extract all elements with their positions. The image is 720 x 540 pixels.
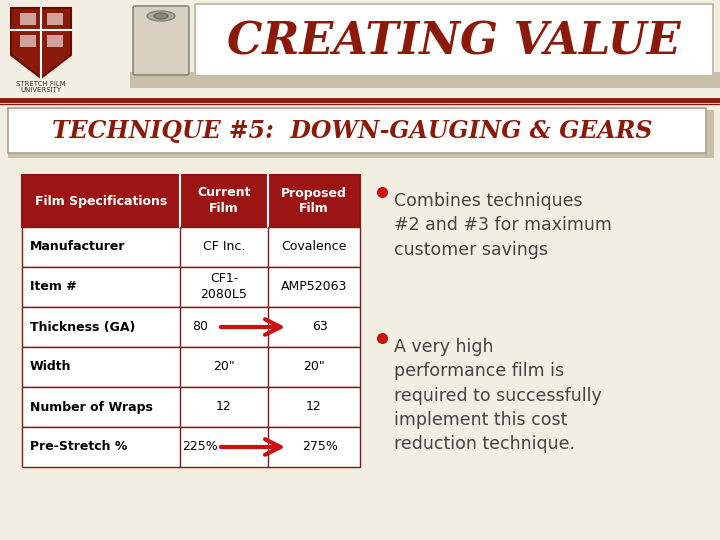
Text: 12: 12 [216, 401, 232, 414]
FancyBboxPatch shape [47, 35, 63, 47]
Text: 12: 12 [306, 401, 322, 414]
Text: AMP52063: AMP52063 [281, 280, 347, 294]
Text: CREATING VALUE: CREATING VALUE [228, 21, 680, 64]
FancyBboxPatch shape [133, 6, 189, 75]
FancyBboxPatch shape [47, 13, 63, 25]
Text: 225%: 225% [182, 441, 218, 454]
Ellipse shape [147, 11, 175, 21]
Text: Width: Width [30, 361, 71, 374]
Text: CF1-
2080L5: CF1- 2080L5 [201, 273, 248, 301]
Text: 20": 20" [303, 361, 325, 374]
FancyBboxPatch shape [130, 72, 720, 88]
Text: STRETCH FILM
UNIVERSITY: STRETCH FILM UNIVERSITY [16, 80, 66, 93]
Text: Current
Film: Current Film [197, 186, 251, 215]
Text: Proposed
Film: Proposed Film [281, 186, 347, 215]
FancyBboxPatch shape [22, 227, 360, 267]
Text: Thickness (GA): Thickness (GA) [30, 321, 135, 334]
FancyBboxPatch shape [20, 35, 36, 47]
FancyBboxPatch shape [8, 108, 706, 153]
Text: Covalence: Covalence [282, 240, 347, 253]
FancyBboxPatch shape [22, 307, 360, 347]
Text: Pre-Stretch %: Pre-Stretch % [30, 441, 127, 454]
FancyBboxPatch shape [22, 427, 360, 467]
FancyBboxPatch shape [8, 110, 714, 158]
FancyBboxPatch shape [22, 347, 360, 387]
FancyBboxPatch shape [3, 3, 79, 79]
Polygon shape [11, 8, 71, 78]
FancyBboxPatch shape [22, 175, 360, 227]
Text: CF Inc.: CF Inc. [203, 240, 246, 253]
FancyBboxPatch shape [20, 13, 36, 25]
Text: Film Specifications: Film Specifications [35, 194, 167, 207]
Text: Combines techniques
#2 and #3 for maximum
customer savings: Combines techniques #2 and #3 for maximu… [394, 192, 612, 259]
Text: Number of Wraps: Number of Wraps [30, 401, 153, 414]
Text: A very high
performance film is
required to successfully
implement this cost
red: A very high performance film is required… [394, 338, 602, 453]
Ellipse shape [154, 13, 168, 19]
Text: Item #: Item # [30, 280, 77, 294]
FancyBboxPatch shape [22, 387, 360, 427]
Text: TECHNIQUE #5:  DOWN-GAUGING & GEARS: TECHNIQUE #5: DOWN-GAUGING & GEARS [52, 119, 652, 143]
Text: 80: 80 [192, 321, 208, 334]
FancyBboxPatch shape [0, 0, 720, 95]
Text: 275%: 275% [302, 441, 338, 454]
Text: 63: 63 [312, 321, 328, 334]
FancyBboxPatch shape [22, 267, 360, 307]
Text: 20": 20" [213, 361, 235, 374]
FancyBboxPatch shape [195, 4, 713, 76]
Text: Manufacturer: Manufacturer [30, 240, 125, 253]
